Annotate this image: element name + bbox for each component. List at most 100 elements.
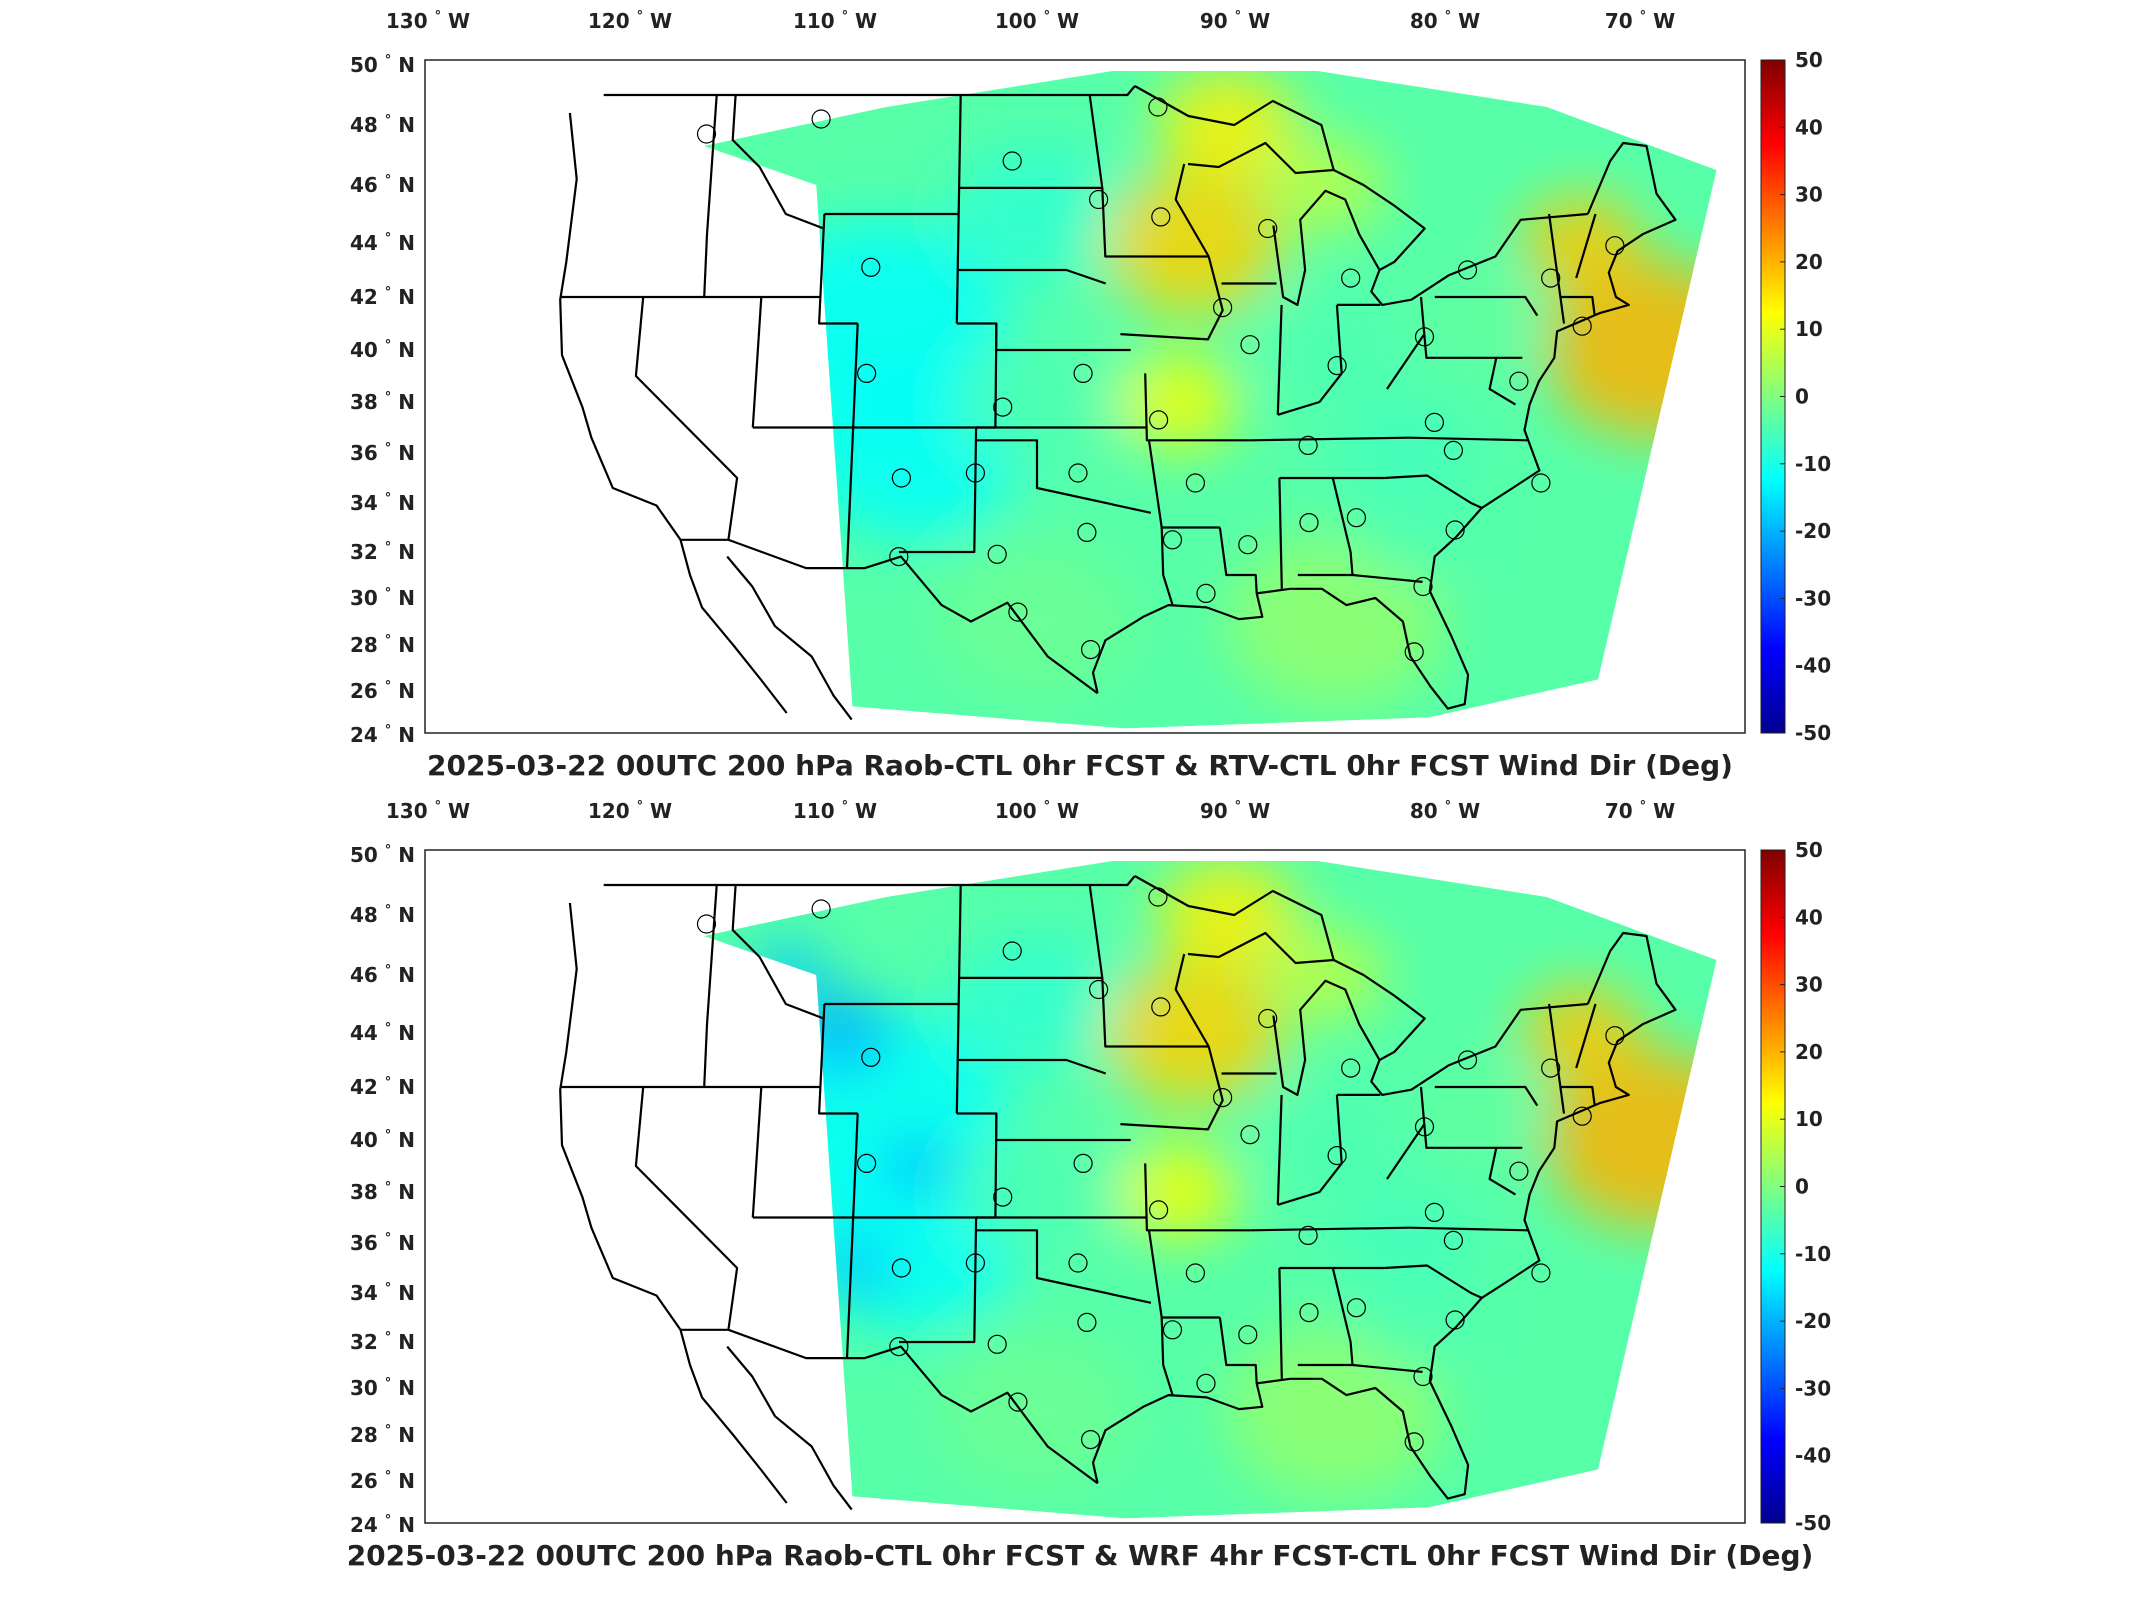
raob-station-marker <box>1088 979 1109 1000</box>
boundary-line <box>1091 141 1677 710</box>
raob-station-marker <box>1148 887 1168 907</box>
lon-tick-label: 100 ° W <box>995 799 1079 823</box>
lat-tick-label: 32 ° N <box>350 540 415 564</box>
raob-station-marker <box>1445 520 1465 540</box>
lat-tick-label: 44 ° N <box>350 231 415 255</box>
boundary-line <box>726 1345 853 1511</box>
raob-station-marker <box>861 257 881 277</box>
raob-station-marker <box>891 468 912 488</box>
raob-stations <box>696 887 1625 1452</box>
raob-station-marker <box>1162 1320 1183 1340</box>
raob-station-marker <box>1148 410 1169 430</box>
raob-station-marker <box>1298 1225 1318 1245</box>
colorbar-tick-label: 50 <box>1795 48 1823 72</box>
raob-station-marker <box>1541 268 1561 288</box>
raob-station-marker <box>1541 1058 1561 1078</box>
raob-station-marker <box>1077 522 1097 543</box>
raob-station-marker <box>889 1336 909 1357</box>
lat-tick-label: 48 ° N <box>350 113 415 137</box>
lat-tick-label: 50 ° N <box>350 53 415 77</box>
boundary-line <box>726 555 853 721</box>
colorbar-tick-label: -40 <box>1795 654 1831 678</box>
map-figure-top: 130 ° W 120 ° W 110 ° W 100 ° W 90 ° W 80 ° W… <box>350 9 1831 782</box>
boundary-line <box>956 322 1131 352</box>
raob-station-marker <box>1185 1263 1206 1283</box>
boundary-line <box>1144 373 1251 442</box>
colorbar-tick-label: -20 <box>1795 1309 1831 1333</box>
plot-frame <box>424 59 1746 734</box>
boundary-line <box>751 296 763 428</box>
boundary-line <box>1218 1317 1258 1384</box>
boundary-line <box>955 884 962 1114</box>
boundary-line <box>1276 304 1283 415</box>
raob-station-marker <box>1299 512 1319 533</box>
boundary-line <box>1187 931 1334 965</box>
boundary-line <box>1488 357 1517 406</box>
raob-station-marker <box>1531 1263 1551 1283</box>
boundary-line <box>1277 1094 1343 1206</box>
boundary-line <box>955 94 962 324</box>
raob-station-marker <box>1605 1026 1625 1046</box>
boundary-line <box>1409 436 1528 442</box>
raob-station-marker <box>811 109 831 129</box>
raob-station-marker <box>1457 1050 1478 1070</box>
boundary-line <box>679 539 788 714</box>
boundary-line <box>1174 953 1210 1048</box>
raob-station-marker <box>1068 463 1088 483</box>
raob-station-marker <box>1002 151 1022 171</box>
boundary-line <box>1331 477 1354 576</box>
lat-tick-label: 24 ° N <box>350 723 415 747</box>
raob-station-marker <box>1002 941 1022 961</box>
boundary-line <box>1144 1163 1251 1232</box>
colorbar-tick-label: 30 <box>1795 973 1823 997</box>
colorbar-tick-label: 0 <box>1795 1175 1809 1199</box>
colorbar-tick-label: -50 <box>1795 1511 1831 1535</box>
boundary-line <box>703 94 718 298</box>
boundary-line <box>1548 213 1566 324</box>
lat-tick-label: 50 ° N <box>350 843 415 867</box>
lon-tick-label: 70 ° W <box>1605 799 1675 823</box>
raob-station-marker <box>965 1253 986 1273</box>
boundary-line <box>1331 1267 1354 1366</box>
raob-stations <box>696 97 1625 662</box>
lat-tick-label: 42 ° N <box>350 1075 415 1099</box>
map-boundaries <box>559 875 1677 1511</box>
map-panel-bottom: 130 ° W 120 ° W 110 ° W 100 ° W 90 ° W 80 ° W… <box>0 790 2133 1580</box>
boundary-line <box>1120 1046 1224 1131</box>
raob-station-marker <box>1212 298 1233 318</box>
boundary-line <box>1160 1317 1174 1396</box>
lat-tick-label: 24 ° N <box>350 1513 415 1537</box>
raob-station-marker <box>993 397 1013 417</box>
boundary-line <box>1560 295 1596 316</box>
boundary-line <box>1384 1264 1483 1299</box>
raob-station-marker <box>1572 316 1592 336</box>
boundary-line <box>975 1229 1152 1304</box>
lat-tick-label: 26 ° N <box>350 1469 415 1493</box>
raob-station-marker <box>1073 1153 1093 1173</box>
colorbar-tick-label: -10 <box>1795 452 1831 476</box>
raob-station-marker <box>1068 1253 1088 1273</box>
boundary-line <box>559 902 682 1331</box>
boundary-line <box>1218 527 1258 594</box>
lat-tick-label: 38 ° N <box>350 390 415 414</box>
raob-station-marker <box>1413 576 1433 597</box>
raob-station-marker <box>889 546 909 567</box>
boundary-line <box>957 268 1107 285</box>
raob-station-marker <box>993 1187 1013 1207</box>
colorbar-tick-label: 10 <box>1795 1107 1823 1131</box>
raob-station-marker <box>1162 530 1183 550</box>
raob-station-marker <box>1212 1088 1233 1108</box>
lat-tick-label: 42 ° N <box>350 285 415 309</box>
boundary-line <box>1575 1003 1597 1069</box>
boundary-line <box>1409 1226 1528 1232</box>
boundary-line <box>1560 1085 1596 1106</box>
lon-tick-label: 100 ° W <box>995 9 1079 33</box>
raob-station-marker <box>1404 642 1424 662</box>
lat-tick-label: 44 ° N <box>350 1021 415 1045</box>
colorbar-tick-label: -30 <box>1795 586 1831 610</box>
raob-station-marker <box>811 899 831 919</box>
lon-tick-label: 80 ° W <box>1410 799 1480 823</box>
lon-tick-label: 120 ° W <box>588 799 672 823</box>
raob-station-marker <box>965 463 986 483</box>
map-figure-bottom: 130 ° W 120 ° W 110 ° W 100 ° W 90 ° W 80 ° W… <box>347 799 1831 1572</box>
